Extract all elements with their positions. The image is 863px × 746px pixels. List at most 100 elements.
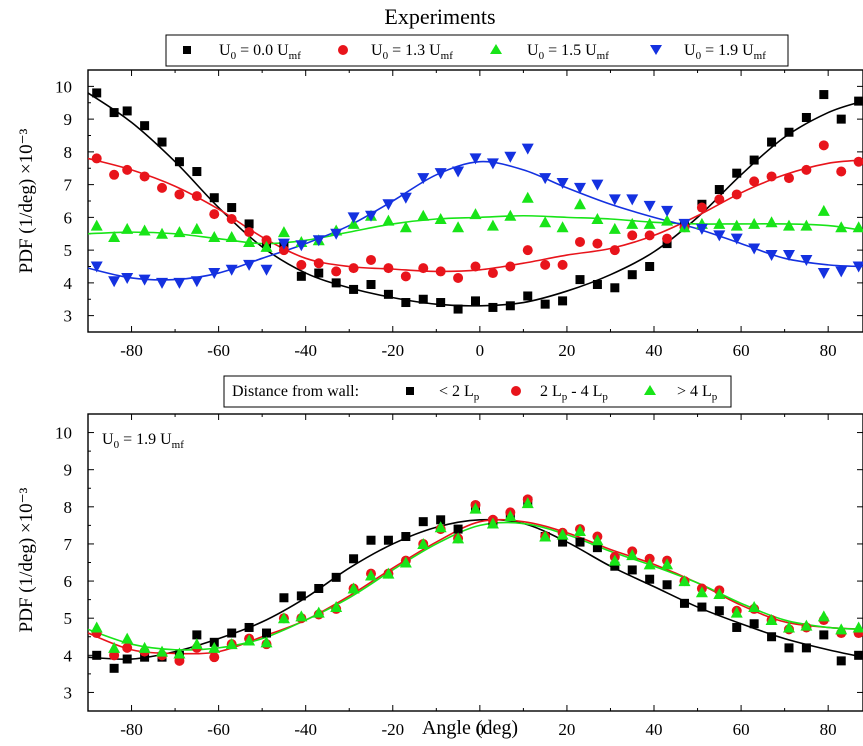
bottom-point-4-l-p: [661, 558, 674, 570]
top-point-u-1-5-u-mf: [417, 209, 430, 221]
top-point-u-0-0-u-mf: [575, 275, 585, 285]
bottom-panel: -80 -60 -40 -20 0 20 40 60 80 3 4 5 6 7 8 9 10 PDF (1/de…: [16, 375, 863, 739]
bottom-point-2-l-p: [732, 622, 742, 632]
top-point-u-1-9-u-mf: [800, 254, 813, 266]
top-point-u-0-0-u-mf: [331, 278, 341, 288]
bottom-x-tick-label: 40: [646, 720, 663, 739]
top-point-u-0-0-u-mf: [471, 296, 480, 306]
top-point-u-1-9-u-mf: [156, 277, 169, 289]
top-point-u-1-3-u-mf: [627, 230, 638, 241]
top-point-u-1-5-u-mf: [782, 219, 795, 231]
bottom-x-tick-label: 20: [558, 720, 575, 739]
top-point-u-1-5-u-mf: [748, 217, 761, 229]
top-y-axis-label: PDF (1/deg) ×10⁻³: [16, 128, 37, 273]
bottom-point-4-l-p: [295, 610, 308, 622]
top-point-u-1-3-u-mf: [109, 169, 120, 180]
top-y-tick-label: 8: [64, 143, 73, 162]
legend-marker-gt-4lp: [644, 385, 656, 395]
top-x-tick-label: -40: [294, 341, 317, 360]
top-point-u-1-5-u-mf: [765, 216, 778, 228]
top-point-u-0-0-u-mf: [296, 271, 306, 281]
top-point-u-1-5-u-mf: [190, 222, 203, 234]
top-point-u-0-0-u-mf: [174, 157, 184, 167]
legend-marker-2lp-4lp: [511, 386, 521, 396]
bottom-point-2-l-p: [401, 532, 411, 542]
legend-label-u0-0-0: U0 = 0.0 Umf: [219, 42, 301, 62]
top-legend: U0 = 0.0 Umf U0 = 1.3 Umf U0 = 1.5 Umf U…: [165, 34, 789, 67]
top-point-u-1-9-u-mf: [243, 259, 256, 271]
top-point-u-1-3-u-mf: [644, 230, 655, 241]
top-x-tick-label: -20: [381, 341, 404, 360]
top-y-tick-label: 4: [64, 274, 73, 293]
top-point-u-1-3-u-mf: [592, 238, 603, 249]
bottom-point-4-l-p: [748, 601, 761, 613]
top-point-u-1-9-u-mf: [486, 158, 499, 170]
top-fit-line-u-1-5-u-mf: [87, 214, 863, 245]
bottom-point-4-l-p: [330, 601, 343, 613]
bottom-point-4-l-p: [173, 647, 186, 659]
bottom-point-2-l-p: [331, 572, 341, 582]
bottom-point-4-l-p: [817, 610, 830, 622]
top-point-u-1-3-u-mf: [470, 261, 481, 272]
top-data-markers: [90, 88, 863, 314]
top-point-u-1-3-u-mf: [435, 266, 446, 277]
bottom-point-2-l-p: [227, 628, 237, 638]
top-point-u-1-5-u-mf: [504, 209, 517, 221]
bottom-point-2-l-p: [140, 652, 150, 662]
bottom-point-4-l-p: [382, 567, 395, 579]
bottom-point-2-l-p: [645, 574, 655, 584]
bottom-point-4-l-p: [591, 534, 604, 546]
bottom-point-2-l-p-4-l-p: [122, 642, 133, 653]
top-point-u-0-0-u-mf: [453, 304, 463, 314]
bottom-point-4-l-p: [504, 510, 517, 522]
top-x-tick-label: -60: [207, 341, 230, 360]
top-point-u-1-3-u-mf: [714, 194, 725, 205]
top-fit-lines: [87, 92, 863, 307]
bottom-point-2-l-p: [314, 583, 324, 593]
top-tick-group: -80 -60 -40 -20 0 20 40 60 80 3 4 5 6 7 8 9 10: [55, 69, 863, 360]
bottom-x-tick-label: -80: [120, 720, 143, 739]
top-point-u-0-0-u-mf: [140, 121, 150, 131]
top-point-u-0-0-u-mf: [645, 262, 655, 271]
bottom-point-4-l-p: [695, 586, 708, 598]
bottom-y-tick-label: 5: [64, 609, 73, 628]
top-point-u-1-5-u-mf: [225, 231, 238, 243]
top-y-tick-label: 3: [64, 307, 73, 326]
top-point-u-0-0-u-mf: [523, 291, 533, 301]
bottom-fit-line-2-l-p-4-l-p: [87, 518, 863, 655]
bottom-x-tick-label: 0: [476, 720, 485, 739]
bottom-point-2-l-p: [627, 565, 637, 575]
bottom-point-2-l-p: [418, 517, 428, 527]
top-point-u-1-9-u-mf: [434, 168, 447, 180]
bottom-point-4-l-p: [138, 641, 151, 653]
bottom-data-markers: [90, 494, 863, 673]
top-point-u-1-5-u-mf: [835, 221, 848, 233]
top-point-u-1-3-u-mf: [540, 259, 551, 270]
top-point-u-0-0-u-mf: [383, 289, 393, 299]
bottom-point-4-l-p: [347, 582, 360, 594]
bottom-point-2-l-p: [296, 591, 306, 601]
bottom-legend: Distance from wall: < 2 Lp 2 Lp - 4 Lp >…: [223, 375, 732, 408]
top-point-u-1-5-u-mf: [800, 219, 813, 231]
legend-marker-u0-1-9: [650, 45, 662, 55]
top-point-u-1-3-u-mf: [731, 189, 742, 200]
top-point-u-1-5-u-mf: [713, 217, 726, 229]
bottom-point-2-l-p: [109, 663, 119, 673]
top-x-tick-label: 20: [558, 341, 575, 360]
top-point-u-1-5-u-mf: [434, 213, 447, 225]
top-point-u-1-5-u-mf: [121, 222, 134, 234]
top-point-u-1-3-u-mf: [418, 263, 429, 274]
bottom-point-4-l-p: [573, 524, 586, 536]
bottom-y-tick-label: 4: [64, 646, 73, 665]
bottom-point-2-l-p: [662, 580, 672, 590]
top-point-u-1-3-u-mf: [296, 259, 307, 270]
top-point-u-0-0-u-mf: [714, 185, 724, 195]
top-point-u-1-3-u-mf: [91, 153, 102, 164]
top-point-u-1-9-u-mf: [678, 218, 691, 230]
top-point-u-1-3-u-mf: [609, 245, 620, 256]
legend-label-u0-1-3: U0 = 1.3 Umf: [371, 42, 453, 62]
top-point-u-1-5-u-mf: [626, 217, 639, 229]
top-point-u-1-5-u-mf: [817, 204, 830, 216]
bottom-point-4-l-p: [486, 517, 499, 529]
